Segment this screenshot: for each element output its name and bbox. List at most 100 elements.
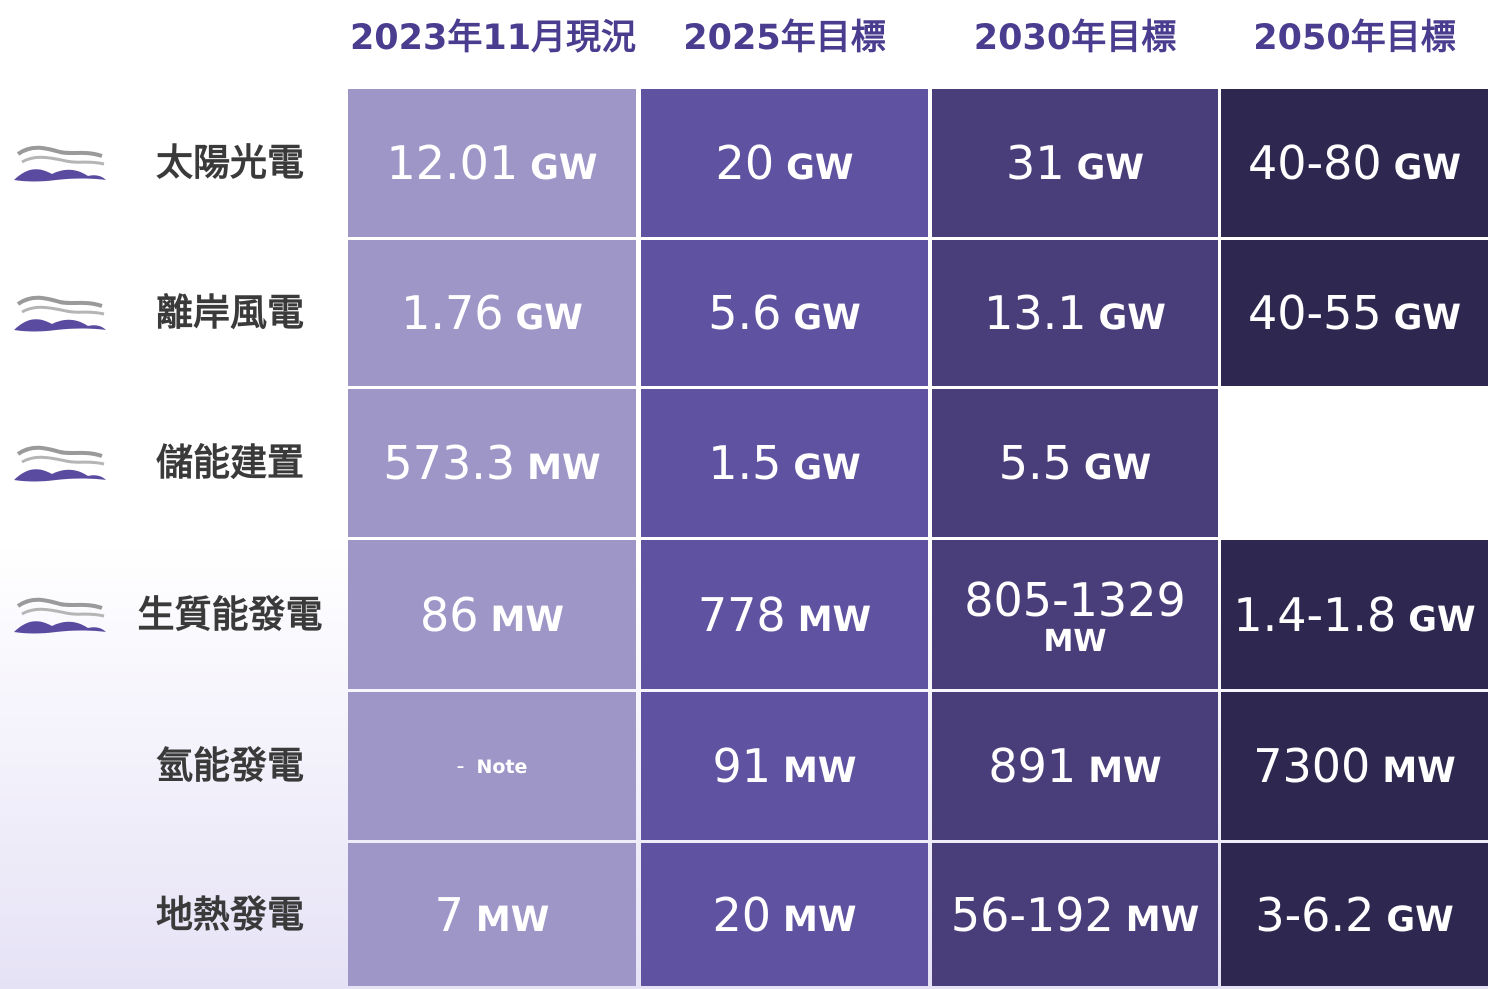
cell-value: 40-80 xyxy=(1247,136,1382,190)
cell-content: 5.5 GW xyxy=(999,436,1152,490)
cell-value: 1.5 xyxy=(708,436,782,490)
cell-content: 7 MW xyxy=(435,888,550,942)
table-cell: 1.5 GW xyxy=(641,389,928,537)
logo-icon xyxy=(14,445,106,482)
cell-content: 1.5 GW xyxy=(708,436,861,490)
table-cell: 1.76 GW xyxy=(348,240,636,386)
cell-content: 7300 MW xyxy=(1253,739,1456,793)
table-cell: 3-6.2 GW xyxy=(1221,843,1488,986)
cell-content: 13.1 GW xyxy=(984,286,1166,340)
cell-unit: GW xyxy=(1098,298,1166,338)
cell-content: 891 MW xyxy=(988,739,1161,793)
table-cell: 86 MW xyxy=(348,540,636,689)
cell-unit: MW xyxy=(490,599,564,640)
table-cell: 573.3 MW xyxy=(348,389,636,537)
table-cell: 1.4-1.8 GW xyxy=(1221,540,1488,689)
table-cell: 56-192 MW xyxy=(932,843,1218,986)
cell-content: 1.4-1.8 GW xyxy=(1233,588,1475,642)
cell-content: 12.01 GW xyxy=(386,136,597,190)
cell-content: 805-1329 MW xyxy=(964,573,1185,657)
logo-icon xyxy=(14,597,106,633)
cell-value: 805-1329 xyxy=(964,572,1186,627)
cell-value: 31 xyxy=(1006,136,1065,190)
column-header: 2023年11月現況 xyxy=(349,18,637,58)
cell-value: 573.3 xyxy=(383,436,516,490)
table-cell: 12.01 GW xyxy=(348,89,636,237)
cell-value: 5.6 xyxy=(708,286,782,340)
cell-unit: GW xyxy=(1393,148,1461,188)
cell-unit: GW xyxy=(786,148,854,188)
cell-unit: GW xyxy=(530,148,598,188)
cell-unit: MW xyxy=(783,751,857,791)
cell-value: 1.4-1.8 xyxy=(1233,587,1397,642)
cell-content: 56-192 MW xyxy=(951,888,1199,942)
cell-content: 86 MW xyxy=(420,588,564,642)
logo-icon xyxy=(14,295,106,332)
cell-value: - xyxy=(456,753,465,779)
column-header: 2030年目標 xyxy=(973,18,1177,58)
row-label: 地熱發電 xyxy=(156,893,304,936)
cell-unit: MW xyxy=(1088,751,1162,791)
table-cell: 5.5 GW xyxy=(932,389,1218,537)
cell-content: 5.6 GW xyxy=(708,286,861,340)
cell-unit: GW xyxy=(1076,148,1144,188)
cell-unit: GW xyxy=(793,448,861,488)
table-cell: 5.6 GW xyxy=(641,240,928,386)
table-cell: 13.1 GW xyxy=(932,240,1218,386)
table-cell: 40-55 GW xyxy=(1221,240,1488,386)
cell-value: 13.1 xyxy=(984,286,1087,340)
cell-content: 20 MW xyxy=(713,888,857,942)
row-label: 儲能建置 xyxy=(156,441,304,484)
cell-content: 573.3 MW xyxy=(383,436,600,490)
table-cell: 91 MW xyxy=(641,692,928,840)
cell-content: 91 MW xyxy=(713,739,857,793)
cell-unit: MW xyxy=(527,448,601,488)
cell-content: 3-6.2 GW xyxy=(1255,888,1453,942)
cell-value: 3-6.2 xyxy=(1255,887,1375,942)
table-cell: 31 GW xyxy=(932,89,1218,237)
cell-unit: GW xyxy=(1393,298,1461,338)
cell-unit: MW xyxy=(797,599,872,640)
row-label: 生質能發電 xyxy=(137,593,323,636)
cell-value: 20 xyxy=(715,136,775,190)
cell-unit: Note xyxy=(476,755,528,778)
cell-value: 56-192 xyxy=(950,887,1114,942)
cell-value: 40-55 xyxy=(1247,286,1382,340)
cell-value: 91 xyxy=(712,739,772,793)
table-cell: 20 MW xyxy=(641,843,928,986)
cell-value: 20 xyxy=(712,887,772,942)
table-cell: 7 MW xyxy=(348,843,636,986)
table-cell: 40-80 GW xyxy=(1221,89,1488,237)
cell-value: 891 xyxy=(988,739,1077,793)
cell-unit: GW xyxy=(793,298,861,338)
table-cell: 778 MW xyxy=(641,540,928,689)
row-label: 太陽光電 xyxy=(156,141,304,184)
row-label: 氫能發電 xyxy=(156,744,304,787)
cell-content: 31 GW xyxy=(1006,136,1144,190)
cell-unit: MW xyxy=(475,899,550,940)
cell-unit: MW xyxy=(1382,751,1456,791)
cell-value: 7 xyxy=(434,887,464,942)
cell-unit: MW xyxy=(1043,623,1107,659)
cell-content: - Note xyxy=(457,754,528,779)
cell-content: 778 MW xyxy=(698,588,871,642)
table-cell: - Note xyxy=(348,692,636,840)
cell-value: 7300 xyxy=(1253,739,1371,793)
table-cell: 20 GW xyxy=(641,89,928,237)
cell-value: 778 xyxy=(697,587,786,642)
table-cell: 805-1329 MW xyxy=(932,540,1218,689)
row-label: 離岸風電 xyxy=(156,291,304,334)
cell-value: 5.5 xyxy=(998,436,1072,490)
table-cell: 7300 MW xyxy=(1221,692,1488,840)
cell-content: 1.76 GW xyxy=(401,286,583,340)
logo-icon xyxy=(14,145,106,182)
cell-unit: GW xyxy=(1386,899,1454,940)
cell-content: 20 GW xyxy=(716,136,854,190)
cell-unit: GW xyxy=(1408,599,1476,640)
table-cell: 891 MW xyxy=(932,692,1218,840)
column-header: 2050年目標 xyxy=(1253,18,1456,58)
cell-content: 40-80 GW xyxy=(1248,136,1461,190)
cell-value: 1.76 xyxy=(401,286,504,340)
cell-unit: MW xyxy=(783,899,857,940)
